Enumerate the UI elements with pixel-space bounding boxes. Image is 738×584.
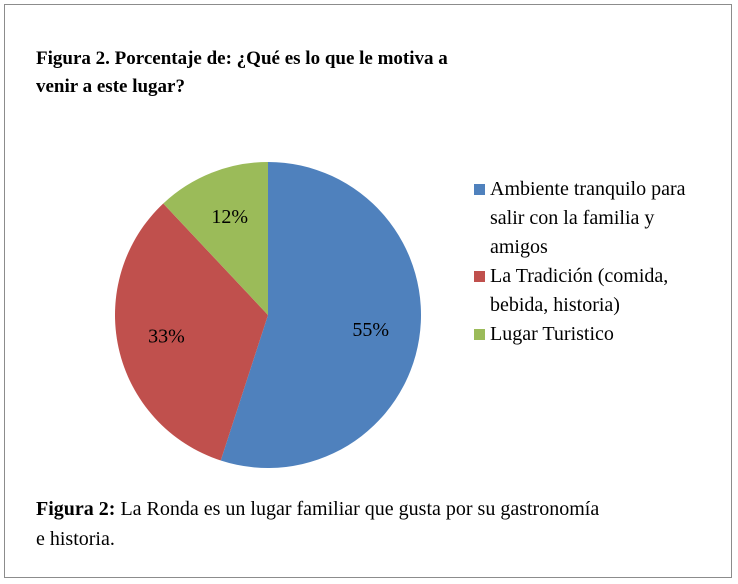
caption-label: Figura 2:	[36, 498, 116, 520]
pie-slice	[163, 162, 268, 315]
caption-text: La Ronda es un lugar familiar que gusta …	[36, 498, 600, 550]
legend-label: La Tradición (comida, bebida, historia)	[490, 265, 669, 316]
legend: Ambiente tranquilo para salir con la fam…	[474, 175, 724, 349]
data-label: 55%	[352, 319, 389, 341]
legend-swatch	[474, 329, 485, 340]
chart-frame	[4, 4, 732, 578]
legend-swatch	[474, 271, 485, 282]
pie-slice	[115, 203, 268, 461]
caption: Figura 2: La Ronda es un lugar familiar …	[36, 494, 606, 554]
legend-item: Ambiente tranquilo para salir con la fam…	[474, 175, 724, 262]
legend-swatch	[474, 184, 485, 195]
data-label: 33%	[148, 325, 185, 347]
legend-item: La Tradición (comida, bebida, historia)	[474, 262, 724, 320]
chart-title: Figura 2. Porcentaje de: ¿Qué es lo que …	[36, 48, 448, 97]
pie-slice	[220, 162, 422, 468]
legend-item: Lugar Turistico	[474, 320, 724, 349]
legend-label: Lugar Turistico	[490, 323, 614, 345]
legend-label: Ambiente tranquilo para salir con la fam…	[490, 178, 686, 258]
data-label: 12%	[211, 206, 248, 228]
